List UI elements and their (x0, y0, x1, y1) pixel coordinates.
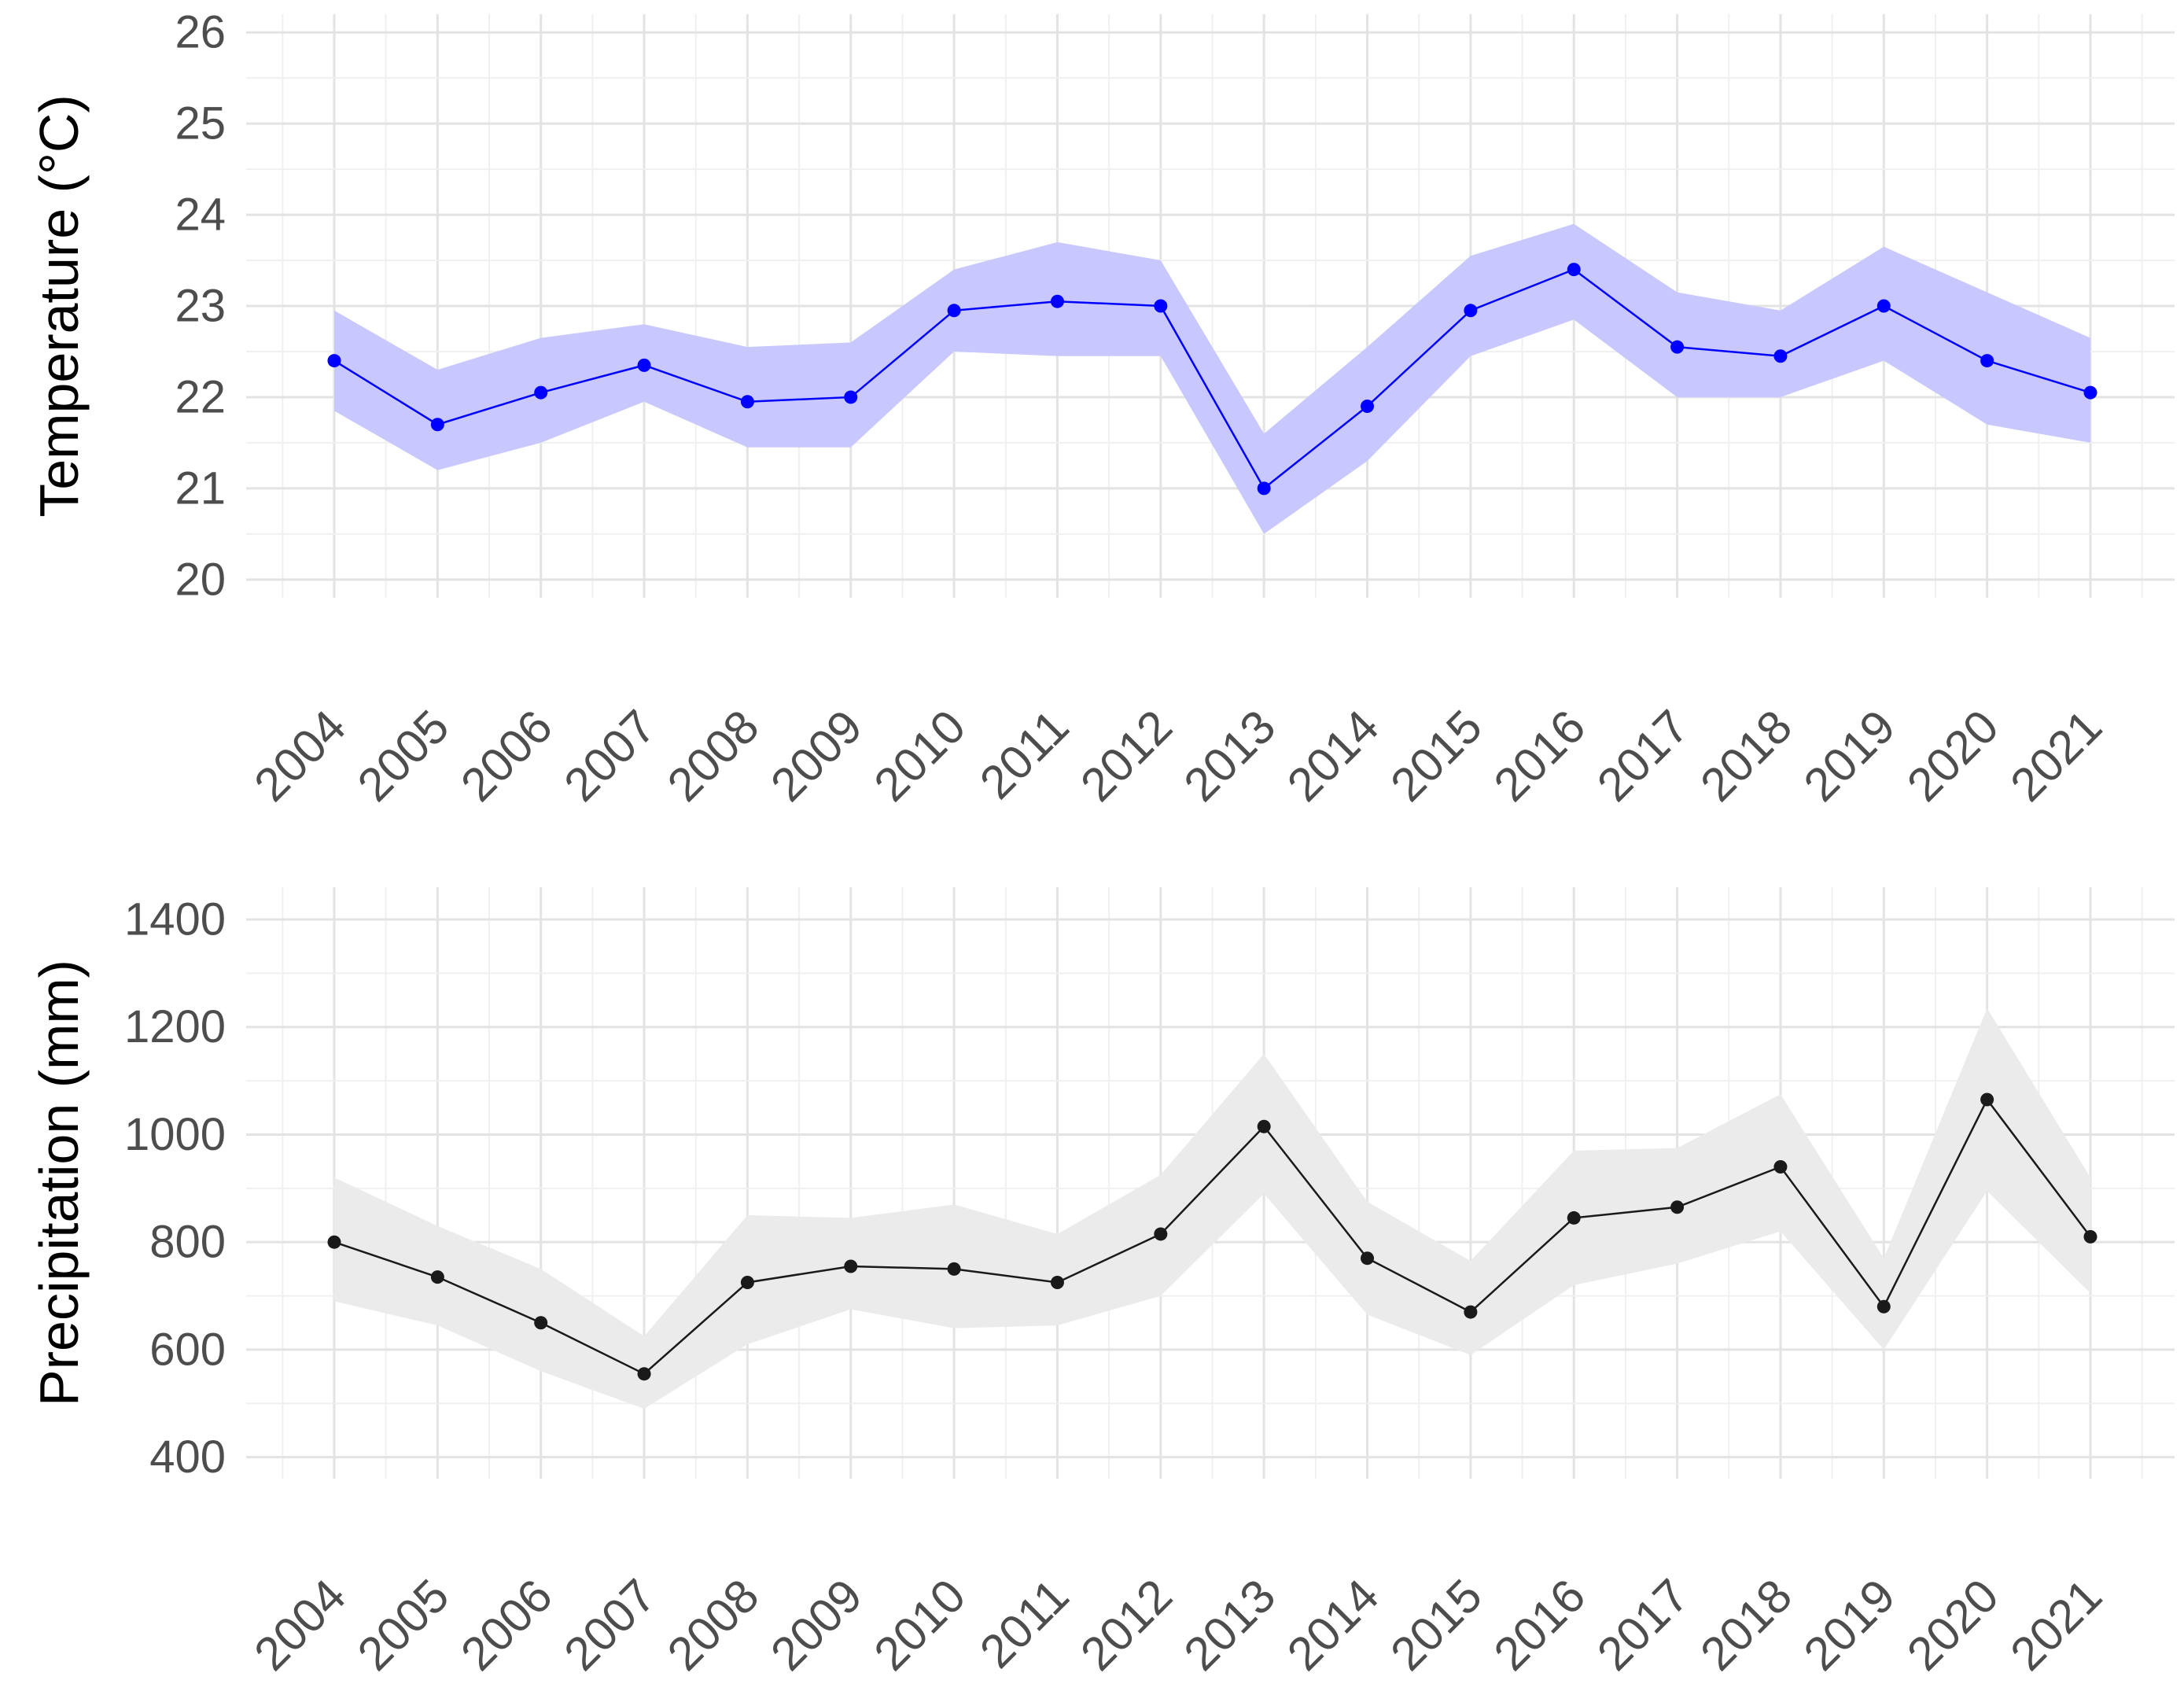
precip-data-point (844, 1259, 858, 1273)
temp-data-point (534, 385, 548, 400)
temp-x-tick-label: 2018 (1690, 700, 1802, 812)
temp-data-point (430, 418, 444, 432)
precip-x-tick-label: 2011 (970, 1569, 1079, 1678)
temp-x-tick-label: 2013 (1174, 700, 1286, 812)
precip-x-tick-label: 2008 (657, 1569, 769, 1681)
temp-x-tick-label: 2020 (1897, 700, 2009, 812)
precip-x-tick-label: 2016 (1484, 1569, 1596, 1681)
temp-data-point (1257, 481, 1271, 496)
temp-data-point (1980, 354, 1994, 368)
temp-data-point (1464, 304, 1478, 318)
precip-data-point (1876, 1299, 1891, 1314)
precip-data-point (1257, 1119, 1271, 1133)
temp-y-tick-label: 25 (175, 98, 226, 149)
temp-x-tick-label: 2006 (451, 700, 562, 812)
temp-x-tick-label: 2008 (657, 700, 769, 812)
precip-data-point (740, 1275, 754, 1289)
precip-data-point (1050, 1275, 1064, 1289)
temp-x-tick-label: 2016 (1484, 700, 1596, 812)
precip-data-point (947, 1262, 961, 1276)
temp-data-point (740, 395, 754, 409)
temp-x-tick-label: 2017 (1587, 700, 1699, 812)
temp-y-tick-label: 20 (175, 554, 226, 605)
temp-y-axis-title: Temperature (°C) (28, 94, 90, 518)
precip-data-point (2083, 1229, 2097, 1244)
precip-x-tick-label: 2005 (348, 1569, 459, 1681)
precip-x-tick-label: 2009 (761, 1569, 872, 1681)
temp-x-tick-label: 2021 (2000, 700, 2112, 812)
precip-y-axis-title: Precipitation (mm) (28, 960, 90, 1406)
precip-x-tick-label: 2017 (1587, 1569, 1699, 1681)
temp-series-line (333, 268, 2091, 490)
precip-y-tick-label: 1200 (124, 1001, 226, 1052)
precip-y-tick-label: 1000 (124, 1109, 226, 1160)
temp-data-point (1050, 294, 1064, 308)
temp-y-tick-label: 22 (175, 371, 226, 422)
temp-x-tick-label: 2012 (1070, 700, 1182, 812)
temp-x-tick-label: 2019 (1794, 700, 1906, 812)
temp-data-point (947, 304, 961, 318)
precip-data-point (1980, 1093, 1994, 1107)
precip-x-tick-label: 2012 (1070, 1569, 1182, 1681)
precip-data-point (534, 1316, 548, 1330)
temp-x-tick-label: 2005 (348, 700, 459, 812)
temp-data-point (1773, 349, 1788, 363)
precip-data-point (1773, 1159, 1788, 1174)
temp-data-point (2083, 385, 2097, 400)
precip-series-line (333, 1097, 2091, 1376)
precip-data-point (1670, 1200, 1685, 1214)
temp-data-point (1670, 340, 1685, 354)
precip-x-tick-label: 2015 (1380, 1569, 1492, 1681)
precip-data-point (1567, 1210, 1581, 1225)
precip-y-tick-label: 600 (149, 1324, 226, 1375)
precip-y-tick-label: 400 (149, 1432, 226, 1483)
temp-x-tick-label: 2010 (864, 700, 976, 812)
precip-x-tick-label: 2020 (1897, 1569, 2009, 1681)
precipitation-panel: 4006008001000120014002004200520062007200… (28, 887, 2175, 1681)
precip-x-tick-label: 2010 (864, 1569, 976, 1681)
temp-x-tick-label: 2014 (1277, 700, 1389, 812)
precip-x-tick-label: 2004 (244, 1569, 355, 1681)
precip-confidence-band (334, 1008, 2090, 1409)
temp-confidence-band (334, 223, 2090, 534)
temp-data-point (327, 354, 341, 368)
temp-y-tick-label: 23 (175, 281, 226, 332)
precip-data-point (1154, 1227, 1168, 1241)
temp-x-tick-label: 2011 (970, 700, 1079, 809)
precip-x-tick-label: 2013 (1174, 1569, 1286, 1681)
temp-data-point (844, 390, 858, 404)
temp-y-tick-label: 26 (175, 7, 226, 58)
temp-x-tick-label: 2015 (1380, 700, 1492, 812)
precip-x-tick-label: 2019 (1794, 1569, 1906, 1681)
temp-data-point (1154, 299, 1168, 313)
temp-data-point (1876, 299, 1891, 313)
precip-data-point (327, 1235, 341, 1249)
precip-data-point (1464, 1305, 1478, 1319)
precip-x-tick-label: 2006 (451, 1569, 562, 1681)
temp-y-tick-label: 24 (175, 190, 226, 241)
precip-data-point (637, 1367, 651, 1381)
precip-y-tick-label: 1400 (124, 894, 226, 945)
precip-x-tick-label: 2021 (2000, 1569, 2112, 1681)
temp-x-tick-label: 2009 (761, 700, 872, 812)
temp-x-tick-label: 2007 (554, 700, 665, 812)
temp-y-tick-label: 21 (175, 462, 226, 514)
temp-data-point (1567, 263, 1581, 277)
temp-x-tick-label: 2004 (244, 700, 355, 812)
precip-data-point (430, 1270, 444, 1284)
precip-y-tick-label: 800 (149, 1217, 226, 1268)
precip-data-point (1361, 1251, 1375, 1266)
temp-data-point (637, 358, 651, 372)
precip-x-tick-label: 2014 (1277, 1569, 1389, 1681)
precip-x-tick-label: 2018 (1690, 1569, 1802, 1681)
temp-data-point (1361, 400, 1375, 414)
temperature-panel: 2021222324252620042005200620072008200920… (28, 7, 2175, 812)
precip-x-tick-label: 2007 (554, 1569, 665, 1681)
